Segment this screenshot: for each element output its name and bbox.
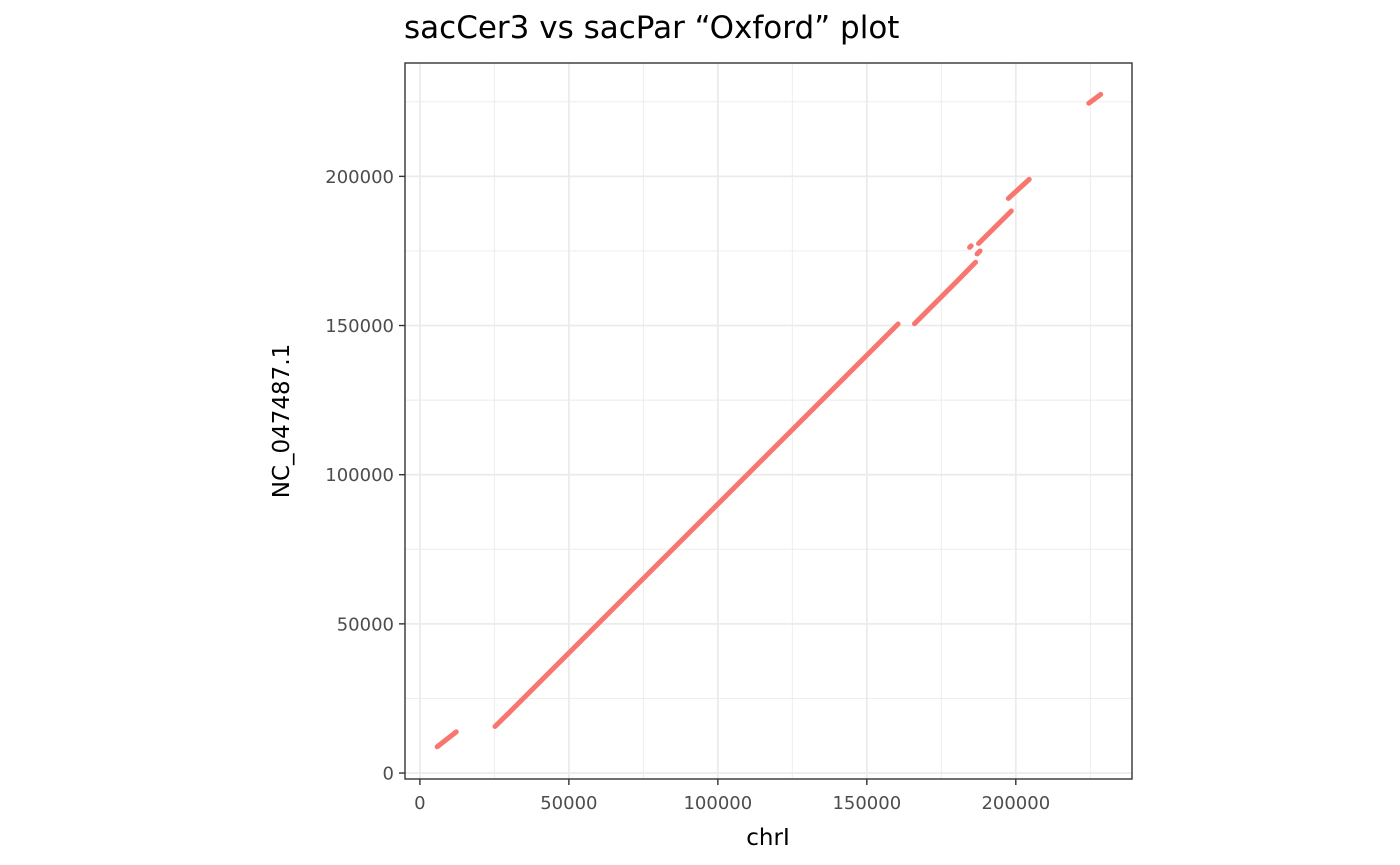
alignment-segment bbox=[492, 711, 511, 729]
x-axis-title: chrI bbox=[746, 825, 789, 851]
alignment-segment bbox=[505, 321, 901, 717]
alignment-segment bbox=[976, 208, 1014, 246]
alignment-segment bbox=[911, 279, 959, 327]
y-tick-label: 150000 bbox=[325, 316, 394, 337]
y-tick-label: 100000 bbox=[325, 465, 394, 486]
grid-major bbox=[405, 63, 1132, 779]
alignment-segment bbox=[434, 729, 459, 750]
y-tick-label: 0 bbox=[383, 764, 394, 785]
x-tick-label: 100000 bbox=[683, 793, 752, 814]
alignment-segment bbox=[1086, 91, 1104, 106]
x-tick-label: 150000 bbox=[832, 793, 901, 814]
alignment-segment bbox=[953, 259, 979, 285]
y-tick-label: 50000 bbox=[337, 614, 394, 635]
panel-border bbox=[404, 62, 1133, 780]
x-tick-label: 200000 bbox=[981, 793, 1050, 814]
x-tick-label: 50000 bbox=[540, 793, 597, 814]
grid-minor bbox=[405, 63, 1132, 779]
x-axis-ticks: 0 50000 100000 150000 200000 bbox=[414, 779, 1050, 814]
alignment-segment bbox=[974, 248, 983, 257]
y-axis-ticks: 0 50000 100000 150000 200000 bbox=[325, 167, 405, 785]
alignment-segments bbox=[434, 91, 1104, 750]
alignment-segment bbox=[967, 243, 974, 250]
alignment-segment bbox=[1005, 176, 1032, 201]
y-axis-title: NC_047487.1 bbox=[269, 344, 295, 499]
y-tick-label: 200000 bbox=[325, 167, 394, 188]
x-tick-label: 0 bbox=[414, 793, 425, 814]
chart-title: sacCer3 vs sacPar “Oxford” plot bbox=[404, 10, 900, 46]
